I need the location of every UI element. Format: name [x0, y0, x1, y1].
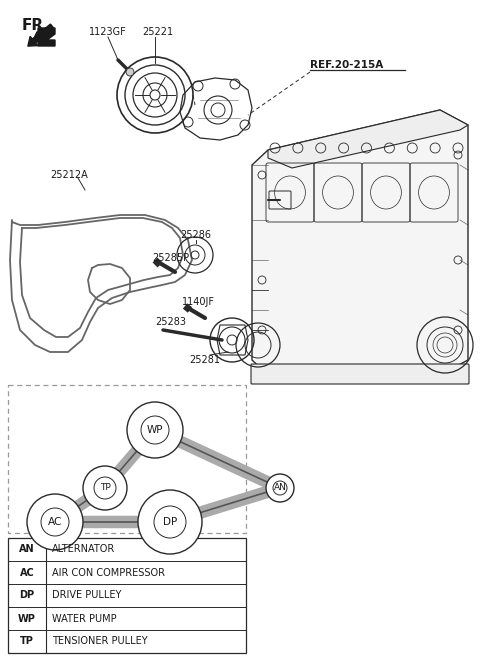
Text: REF.20-215A: REF.20-215A — [310, 60, 383, 70]
Text: ALTERNATOR: ALTERNATOR — [52, 545, 115, 555]
FancyBboxPatch shape — [251, 364, 469, 384]
Circle shape — [138, 490, 202, 554]
Text: 1123GF: 1123GF — [89, 27, 127, 37]
Text: AC: AC — [48, 517, 62, 527]
Text: DP: DP — [19, 590, 35, 601]
Text: AIR CON COMPRESSOR: AIR CON COMPRESSOR — [52, 567, 165, 578]
Circle shape — [27, 494, 83, 550]
FancyArrow shape — [28, 24, 54, 46]
Text: TP: TP — [100, 484, 110, 492]
Text: 25281: 25281 — [190, 355, 220, 365]
Text: AC: AC — [20, 567, 35, 578]
Text: 1140JF: 1140JF — [181, 297, 215, 307]
Text: FR.: FR. — [22, 18, 50, 33]
Circle shape — [266, 474, 294, 502]
Text: DP: DP — [163, 517, 177, 527]
Text: 25212A: 25212A — [50, 170, 88, 180]
Circle shape — [127, 402, 183, 458]
Circle shape — [126, 68, 134, 76]
Text: WATER PUMP: WATER PUMP — [52, 613, 117, 624]
Polygon shape — [268, 110, 468, 168]
Text: 25286: 25286 — [180, 230, 212, 240]
Text: 25285P: 25285P — [152, 253, 189, 263]
Polygon shape — [252, 110, 468, 375]
Polygon shape — [38, 28, 55, 46]
Circle shape — [83, 466, 127, 510]
Text: 25283: 25283 — [155, 317, 186, 327]
Text: AN: AN — [19, 545, 35, 555]
Text: WP: WP — [18, 613, 36, 624]
Text: AN: AN — [274, 484, 287, 492]
Text: DRIVE PULLEY: DRIVE PULLEY — [52, 590, 121, 601]
Text: WP: WP — [147, 425, 163, 435]
Text: 25221: 25221 — [143, 27, 174, 37]
Text: TP: TP — [20, 636, 34, 647]
Text: TENSIONER PULLEY: TENSIONER PULLEY — [52, 636, 148, 647]
